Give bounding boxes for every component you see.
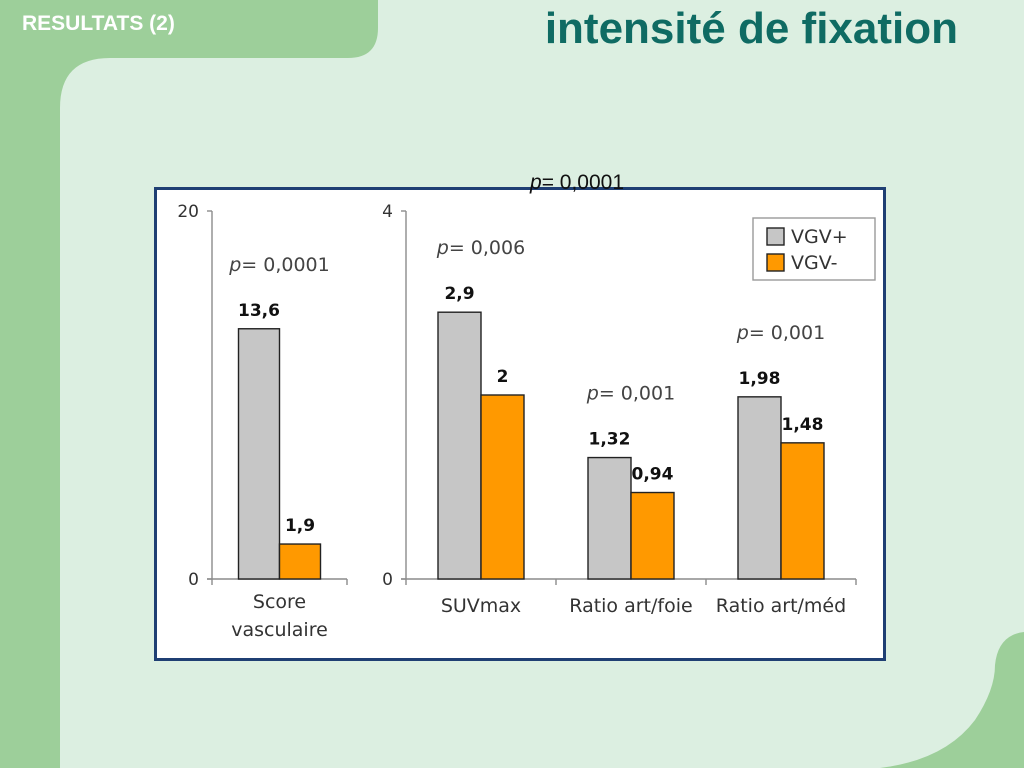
left-green-band [0,0,378,768]
bar-value-label: 2 [497,367,509,387]
bar-vgv-minus [480,394,525,580]
p-value-text: = 0,006 [449,237,525,259]
p-value-text: = 0,001 [749,322,825,344]
x-category-label: Ratio art/foie [569,595,692,617]
y-tick-label: 4 [382,202,393,222]
floating-p-value: p= 0,0001 [530,170,624,196]
x-category-label: Ratio art/méd [716,595,846,617]
p-value-annotation: p= 0,006 [436,237,525,259]
floating-p-text: = 0,0001 [541,171,625,194]
bar-vgv-plus [737,396,782,580]
p-symbol: p [736,322,749,344]
legend-swatch [766,253,785,272]
bar-value-label: 13,6 [238,301,280,321]
x-category-label: SUVmax [441,595,521,617]
bar-vgv-plus [237,328,281,580]
bar-vgv-minus [630,491,675,580]
p-value-text: = 0,0001 [241,254,329,276]
bar-value-label: 1,9 [285,516,315,536]
p-value-annotation: p= 0,001 [736,322,825,344]
bar-vgv-minus [278,543,322,580]
bar-value-label: 1,32 [589,430,631,450]
bar-value-label: 2,9 [444,284,474,304]
y-tick-label: 20 [177,202,199,222]
legend-entry-label: VGV- [791,252,837,274]
p-value-text: = 0,001 [599,383,675,405]
slide-title: intensité de fixation [544,4,958,53]
floating-p-label: p [530,171,542,194]
bar-value-label: 0,94 [632,465,674,485]
x-category-label: vasculaire [231,619,328,641]
p-symbol: p [436,237,449,259]
bar-value-label: 1,98 [739,369,781,389]
x-category-label: Score [253,591,306,613]
p-symbol: p [586,383,599,405]
section-header-badge: RESULTATS (2) [22,12,175,35]
bar-value-label: 1,48 [782,415,824,435]
p-value-annotation: p= 0,001 [586,383,675,405]
bar-vgv-minus [780,442,825,580]
bar-vgv-plus [437,311,482,580]
chart-panel: 0 20 13,6 1,9 Score vasculaire p= 0,0001 0 4 2,9 2… [154,187,886,661]
p-symbol: p [228,254,241,276]
legend-swatch [766,227,785,246]
bar-vgv-plus [587,456,632,580]
y-tick-label: 0 [382,570,393,590]
p-value-annotation: p= 0,0001 [228,254,330,276]
y-tick-label: 0 [188,570,199,590]
legend-entry-label: VGV+ [791,226,848,248]
bottom-right-green-blob [880,632,1024,768]
